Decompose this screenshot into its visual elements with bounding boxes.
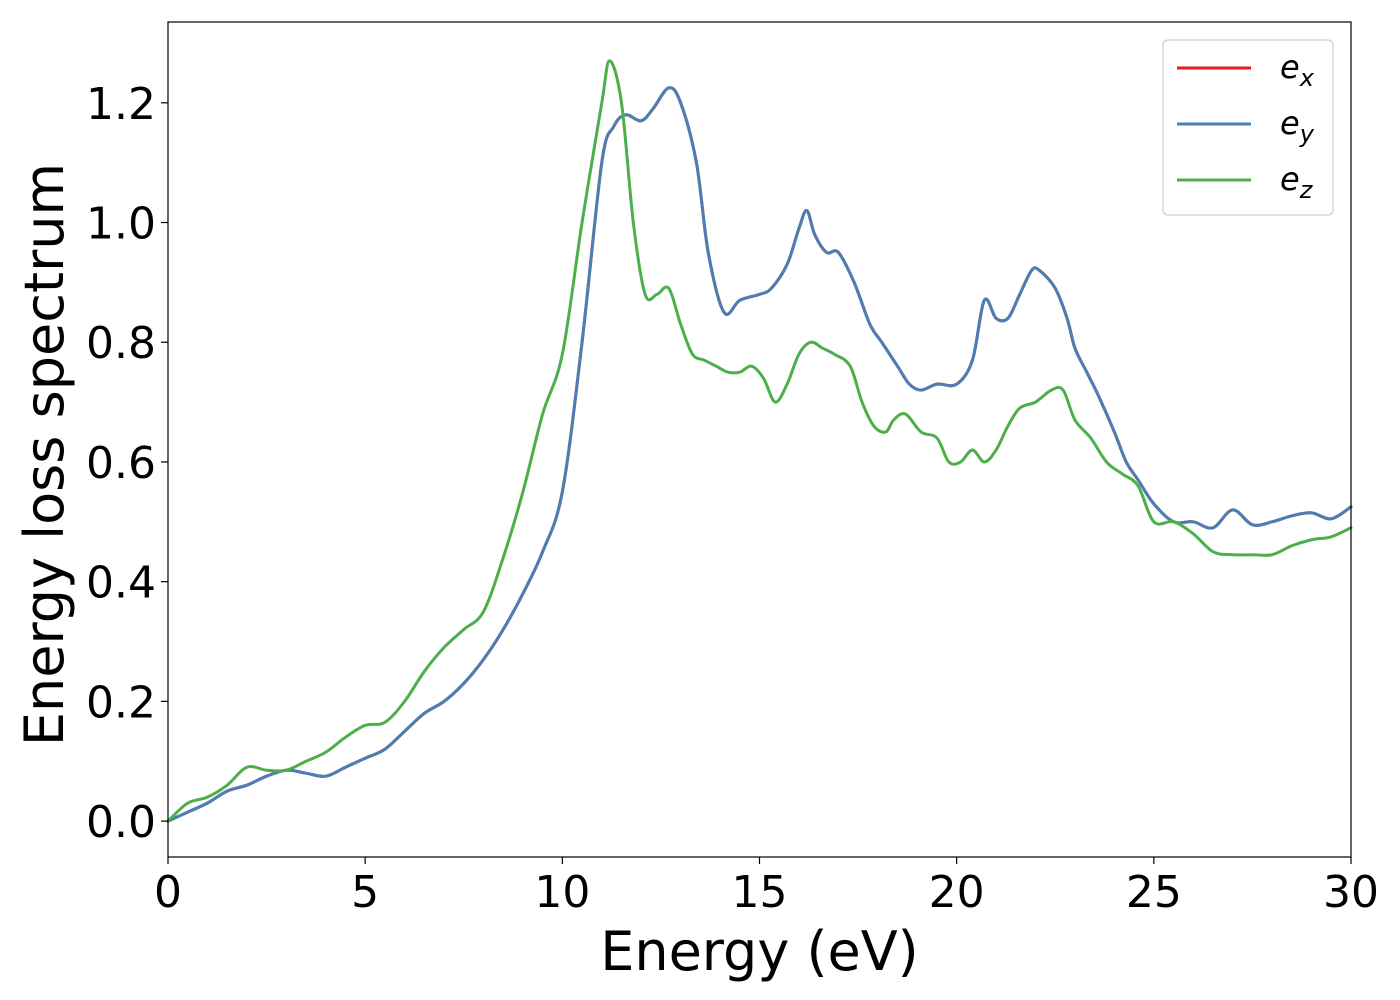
x-tick-label: 30 bbox=[1323, 867, 1379, 918]
x-axis-title: Energy (eV) bbox=[600, 920, 919, 983]
y-tick-label: 1.0 bbox=[86, 199, 156, 250]
series-line-y bbox=[166, 86, 1353, 823]
y-tick-label: 0.2 bbox=[86, 677, 156, 728]
x-tick-label: 20 bbox=[929, 867, 985, 918]
legend-items: ex ey ez bbox=[1177, 48, 1315, 204]
legend: ex ey ez bbox=[1162, 39, 1334, 216]
x-axis-ticks: 0 5 10 15 20 25 30 bbox=[154, 857, 1379, 918]
y-axis-ticks: 0.0 0.2 0.4 0.6 0.8 1.0 1.2 bbox=[86, 79, 168, 848]
y-tick-label: 0.6 bbox=[86, 438, 156, 489]
legend-label-z: ez bbox=[1280, 160, 1314, 204]
y-axis-title: Energy loss spectrum bbox=[13, 163, 76, 746]
legend-box bbox=[1162, 39, 1334, 216]
legend-label-y: ey bbox=[1280, 104, 1315, 148]
x-tick-label: 0 bbox=[154, 867, 182, 918]
x-tick-label: 15 bbox=[732, 867, 788, 918]
x-tick-label: 5 bbox=[351, 867, 379, 918]
series-line-z bbox=[166, 59, 1353, 823]
y-tick-label: 1.2 bbox=[86, 79, 156, 130]
y-tick-label: 0.8 bbox=[86, 318, 156, 369]
y-tick-label: 0.0 bbox=[86, 797, 156, 848]
x-tick-label: 10 bbox=[534, 867, 590, 918]
x-tick-label: 25 bbox=[1126, 867, 1182, 918]
y-tick-label: 0.4 bbox=[86, 558, 156, 609]
series-layer bbox=[166, 59, 1353, 823]
legend-label-x: ex bbox=[1280, 48, 1315, 92]
